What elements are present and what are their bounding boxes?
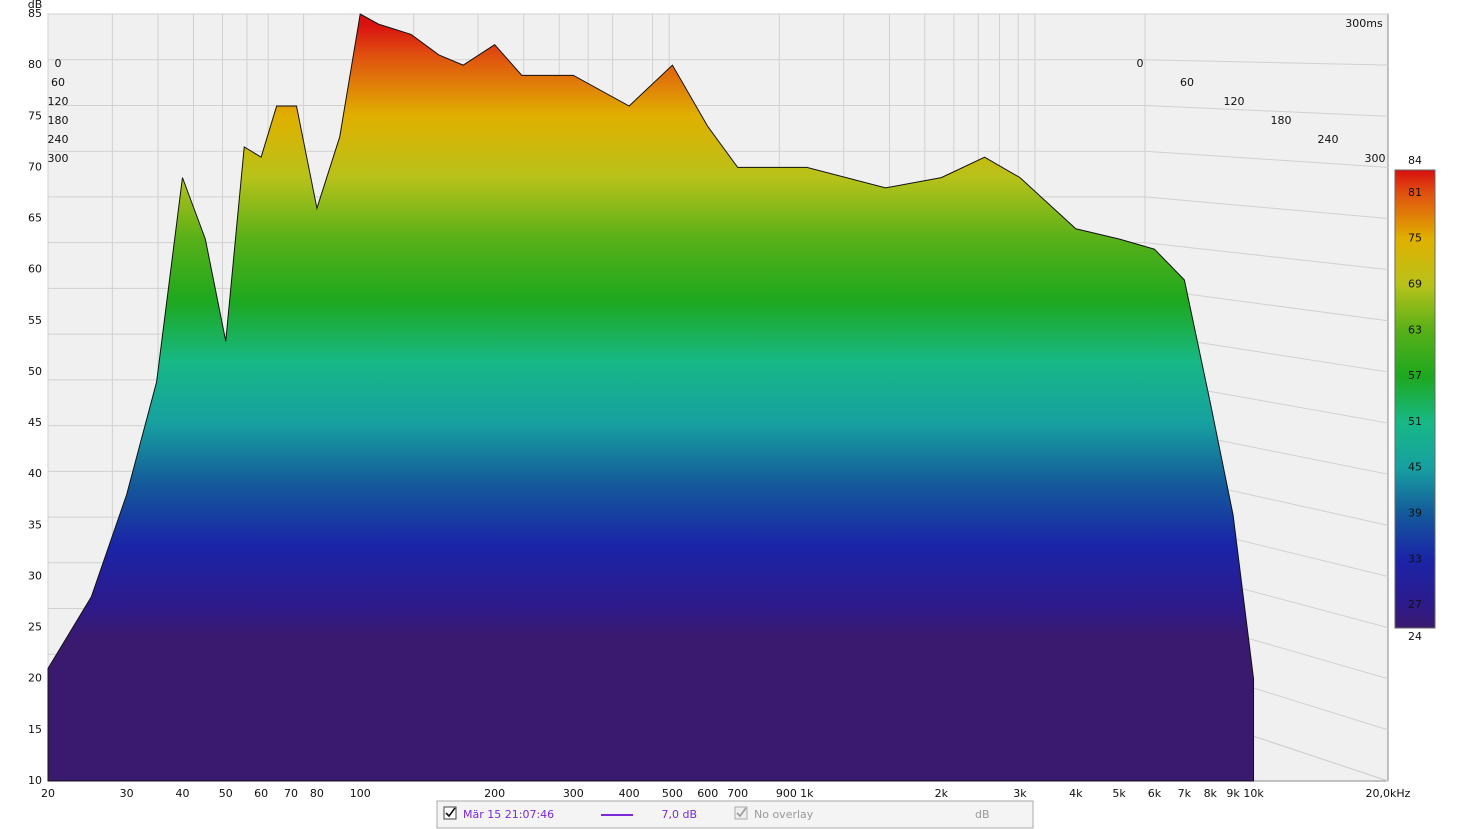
legend-date: Mär 15 21:07:46 (463, 808, 554, 821)
legend-smoothing: 7,0 dB (661, 808, 697, 821)
time-tick-label: 180 (1271, 114, 1292, 127)
time-tick-label: 240 (1318, 133, 1339, 146)
time-tick-label: 60 (1180, 76, 1194, 89)
legend-bar: Mär 15 21:07:46 7,0 dB No overlay dB (436, 800, 1034, 829)
y-tick-label: 45 (28, 416, 42, 429)
y-tick-label: 10 (28, 774, 42, 787)
x-tick-label: 60 (254, 787, 268, 800)
colorbar-tick-label: 51 (1408, 415, 1422, 428)
x-tick-label: 70 (284, 787, 298, 800)
colorbar-tick-label: 69 (1408, 278, 1422, 291)
grid-line (1144, 150, 1389, 168)
x-tick-label: 2k (935, 787, 949, 800)
legend-unit: dB (975, 808, 990, 821)
time-tick-label: 0 (1137, 57, 1144, 70)
x-tick-label: 200 (484, 787, 505, 800)
x-tick-label: 30 (120, 787, 134, 800)
y-tick-label: 75 (28, 109, 42, 122)
colorbar-tick-label: 57 (1408, 369, 1422, 382)
x-tick-label: 9k (1226, 787, 1240, 800)
grid-line (1144, 104, 1389, 117)
time-tick-label: 0 (55, 57, 62, 70)
time-tick-label: 300 (48, 152, 69, 165)
time-label: 300ms (1345, 17, 1383, 30)
colorbar (1394, 169, 1436, 629)
x-tick-label: 6k (1148, 787, 1162, 800)
colorbar-tick-label: 33 (1408, 552, 1422, 565)
grid-line (1144, 59, 1389, 66)
colorbar-tick-label: 24 (1408, 630, 1422, 643)
x-tick-label: 500 (662, 787, 683, 800)
y-tick-label: 65 (28, 212, 42, 225)
x-tick-label: 300 (563, 787, 584, 800)
x-tick-label: 4k (1069, 787, 1083, 800)
x-tick-label: 80 (310, 787, 324, 800)
colorbar-tick-label: 39 (1408, 507, 1422, 520)
y-tick-label: 40 (28, 467, 42, 480)
x-tick-label: 7k (1178, 787, 1192, 800)
colorbar-tick-label: 81 (1408, 186, 1422, 199)
x-tick-label: 900 (776, 787, 797, 800)
x-tick-label: 10k (1243, 787, 1264, 800)
x-tick-label: 3k (1013, 787, 1027, 800)
y-tick-label: 80 (28, 58, 42, 71)
waterfall-surface (47, 13, 1255, 782)
x-tick-label: 50 (219, 787, 233, 800)
grid-line (1144, 196, 1389, 220)
y-axis-label: dB (28, 0, 43, 11)
colorbar-tick-label: 45 (1408, 461, 1422, 474)
legend-overlay: No overlay (754, 808, 814, 821)
y-tick-label: 30 (28, 569, 42, 582)
y-tick-label: 85 (28, 7, 42, 20)
y-tick-label: 35 (28, 518, 42, 531)
time-tick-label: 120 (48, 95, 69, 108)
y-tick-label: 50 (28, 365, 42, 378)
x-tick-label: 40 (175, 787, 189, 800)
colorbar-tick-label: 75 (1408, 232, 1422, 245)
x-tick-label: 8k (1204, 787, 1218, 800)
grid-line (1144, 242, 1389, 271)
time-tick-label: 240 (48, 133, 69, 146)
x-tick-label: 20 (41, 787, 55, 800)
time-tick-label: 60 (51, 76, 65, 89)
y-tick-label: 60 (28, 263, 42, 276)
y-tick-label: 55 (28, 314, 42, 327)
time-tick-label: 120 (1224, 95, 1245, 108)
time-tick-label: 180 (48, 114, 69, 127)
y-tick-label: 20 (28, 672, 42, 685)
x-tick-label: 100 (350, 787, 371, 800)
colorbar-tick-label: 63 (1408, 323, 1422, 336)
x-tick-label: 20,0kHz (1366, 787, 1411, 800)
x-tick-label: 400 (619, 787, 640, 800)
check-mark (445, 807, 456, 818)
check-mark (736, 807, 747, 818)
x-tick-label: 1k (800, 787, 814, 800)
x-tick-label: 600 (697, 787, 718, 800)
y-tick-label: 25 (28, 621, 42, 634)
colorbar-tick-label: 84 (1408, 154, 1422, 167)
y-tick-label: 15 (28, 723, 42, 736)
y-tick-label: 70 (28, 160, 42, 173)
colorbar-tick-label: 27 (1408, 598, 1422, 611)
time-tick-label: 300 (1365, 152, 1386, 165)
x-tick-label: 700 (727, 787, 748, 800)
x-tick-label: 5k (1112, 787, 1126, 800)
